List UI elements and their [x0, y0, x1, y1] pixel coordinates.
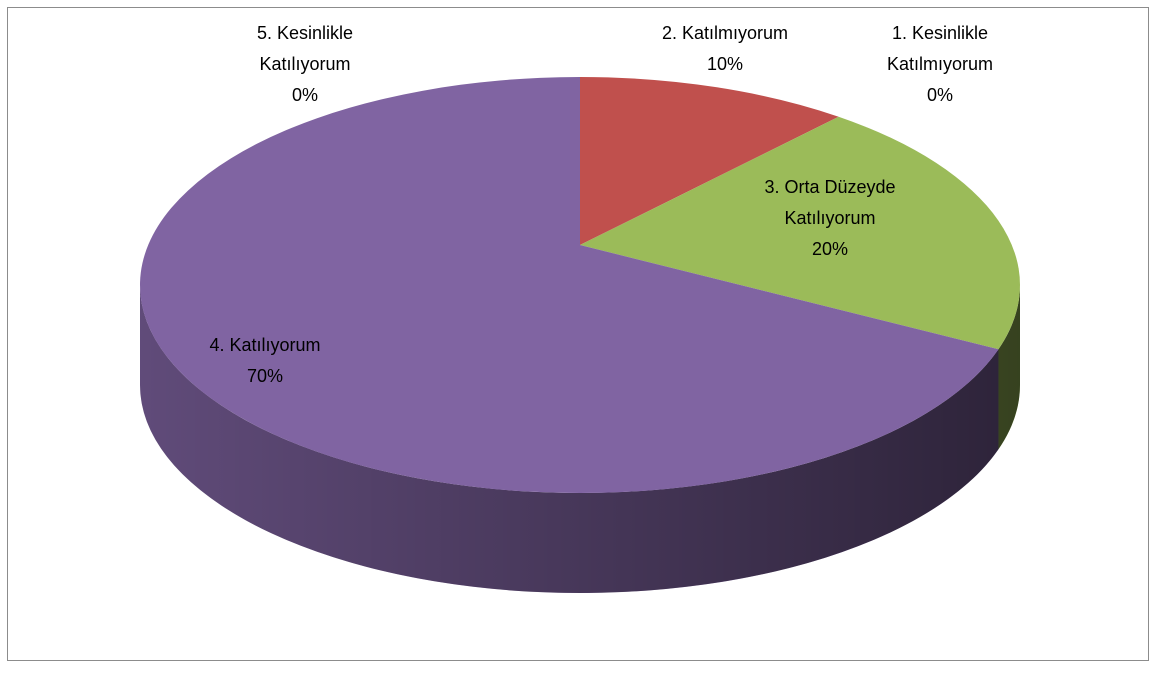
data-label: 2. Katılmıyorum 10%	[615, 18, 835, 80]
label-value: 20%	[811, 239, 849, 259]
slice	[580, 77, 839, 245]
label-value: 70%	[246, 366, 284, 386]
data-label: 3. Orta Düzeyde Katılıyorum 20%	[745, 172, 915, 265]
label-value: 0%	[926, 85, 953, 105]
label-category: 5. Kesinlikle Katılıyorum	[256, 23, 354, 74]
chart-frame	[7, 7, 1149, 661]
data-label: 5. Kesinlikle Katılıyorum 0%	[230, 18, 380, 111]
slice	[580, 116, 1020, 350]
label-category: 4. Katılıyorum	[209, 335, 321, 355]
label-value: 10%	[706, 54, 744, 74]
data-label: 4. Katılıyorum 70%	[155, 330, 375, 392]
slice	[139, 77, 999, 493]
label-category: 2. Katılmıyorum	[661, 23, 789, 43]
label-value: 0%	[291, 85, 318, 105]
side-shade	[140, 285, 1020, 593]
label-category: 1. Kesinlikle Katılmıyorum	[886, 23, 994, 74]
label-category: 3. Orta Düzeyde Katılıyorum	[764, 177, 896, 228]
data-label: 1. Kesinlikle Katılmıyorum 0%	[865, 18, 1015, 111]
